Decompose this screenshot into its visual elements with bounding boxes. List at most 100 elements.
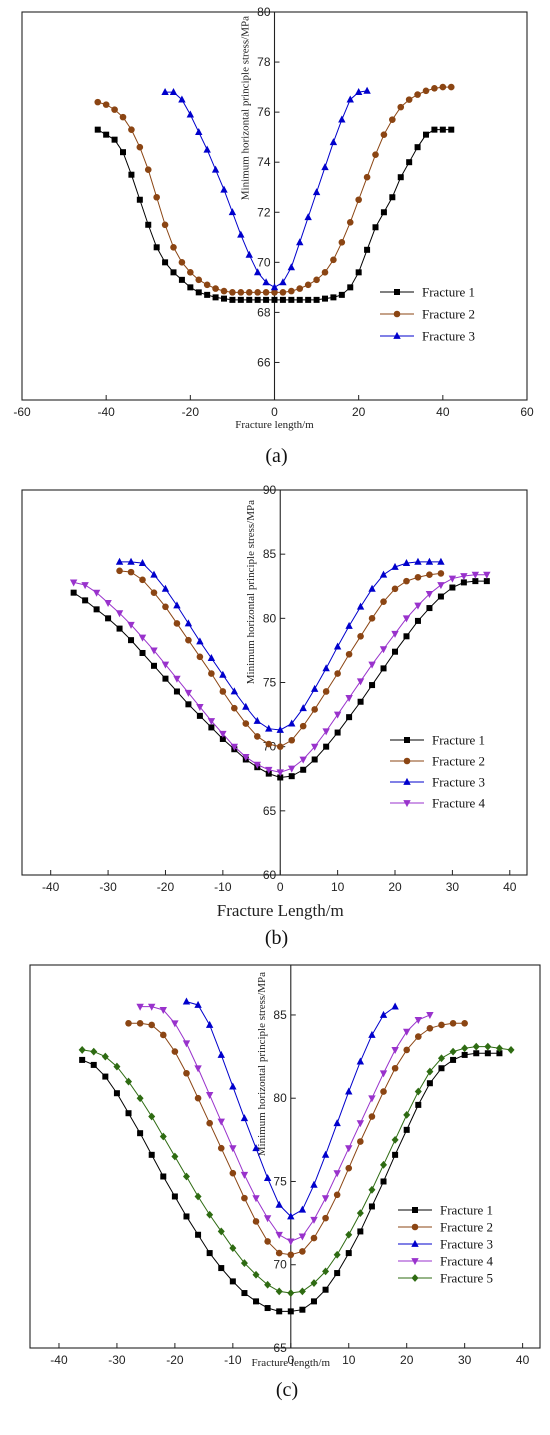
data-point: [265, 724, 273, 732]
data-point: [212, 285, 219, 292]
y-tick-label: 85: [273, 1008, 287, 1022]
data-point: [115, 557, 124, 565]
x-tick-label: -20: [157, 880, 175, 894]
data-point: [229, 1244, 237, 1252]
data-point: [128, 637, 135, 644]
data-point: [296, 238, 304, 246]
data-point: [311, 706, 318, 713]
data-point: [334, 670, 341, 677]
data-point: [128, 126, 135, 133]
series-2: [125, 1019, 468, 1259]
data-point: [461, 1044, 469, 1053]
data-point: [495, 1044, 503, 1053]
data-point: [403, 1046, 411, 1054]
data-point: [162, 259, 169, 266]
data-point: [391, 630, 399, 638]
data-point: [240, 1114, 249, 1122]
legend-entry: Fracture 2: [422, 307, 475, 322]
data-point: [357, 698, 364, 705]
data-point: [208, 724, 215, 731]
data-point: [92, 589, 101, 597]
data-point: [287, 1308, 294, 1315]
data-point: [345, 1250, 352, 1257]
data-point: [397, 174, 404, 181]
data-point: [207, 718, 216, 726]
data-point: [240, 1171, 249, 1179]
data-point: [194, 1192, 202, 1201]
y-tick-label: 66: [257, 355, 271, 369]
data-point: [448, 575, 457, 583]
data-point: [178, 259, 186, 266]
data-point: [312, 188, 321, 196]
legend: Fracture 1 Fracture 2 Fracture 3 Fracture 4…: [398, 1203, 494, 1286]
data-point: [356, 1057, 365, 1065]
data-point: [195, 1231, 202, 1238]
data-point: [242, 702, 250, 710]
data-point: [252, 1270, 260, 1279]
data-point: [111, 136, 118, 143]
data-point: [425, 557, 434, 565]
data-point: [252, 1218, 260, 1225]
data-point: [426, 1012, 434, 1020]
data-point: [182, 997, 191, 1005]
x-tick-label: -10: [214, 880, 232, 894]
data-point: [298, 1205, 307, 1213]
data-point: [229, 1278, 236, 1285]
data-point: [380, 598, 387, 605]
data-point: [183, 1213, 190, 1220]
legend: Fracture 1 Fracture 2 Fracture 3 Fracture 4: [390, 733, 486, 811]
legend-entry: Fracture 1: [440, 1203, 493, 1218]
data-point: [170, 269, 177, 276]
series-2: [116, 567, 445, 750]
data-point: [120, 149, 126, 156]
data-point: [380, 665, 387, 672]
data-point: [338, 291, 345, 298]
data-point: [208, 670, 215, 677]
data-point: [414, 1033, 422, 1040]
data-point: [310, 1216, 318, 1224]
data-point: [333, 1170, 341, 1178]
data-point: [265, 766, 273, 774]
data-point: [173, 675, 181, 683]
series-5: [78, 1042, 515, 1297]
data-point: [263, 1215, 272, 1223]
data-point: [161, 584, 170, 592]
data-point: [345, 1230, 353, 1239]
data-point: [246, 296, 253, 303]
y-tick-label: 65: [263, 804, 277, 818]
x-tick-label: 40: [516, 1353, 530, 1367]
legend-entry: Fracture 3: [432, 775, 485, 790]
data-point: [136, 1003, 144, 1011]
data-point: [81, 582, 89, 590]
data-point: [368, 1203, 375, 1210]
data-point: [90, 1047, 98, 1056]
data-point: [296, 285, 304, 292]
data-point: [472, 1042, 480, 1051]
data-point: [145, 221, 152, 228]
data-point: [102, 101, 110, 108]
legend-marker: [411, 1223, 419, 1231]
data-point: [397, 103, 405, 111]
data-point: [299, 756, 307, 764]
data-point: [403, 577, 410, 585]
data-point: [372, 151, 379, 158]
x-tick-label: 30: [458, 1353, 472, 1367]
data-point: [183, 1069, 190, 1077]
y-tick-label: 76: [257, 105, 271, 119]
data-point: [299, 704, 307, 712]
data-point: [338, 238, 346, 246]
data-point: [116, 625, 123, 632]
y-tick-label: 78: [257, 55, 271, 69]
data-point: [334, 729, 341, 736]
data-point: [287, 1251, 295, 1259]
data-point: [229, 1082, 237, 1090]
data-point: [403, 1126, 410, 1133]
data-point: [263, 296, 270, 303]
data-point: [150, 647, 158, 655]
data-point: [148, 1151, 155, 1158]
data-point: [354, 88, 363, 96]
data-point: [322, 728, 330, 736]
data-point: [144, 166, 152, 174]
data-point: [206, 1119, 213, 1127]
data-point: [357, 633, 364, 640]
